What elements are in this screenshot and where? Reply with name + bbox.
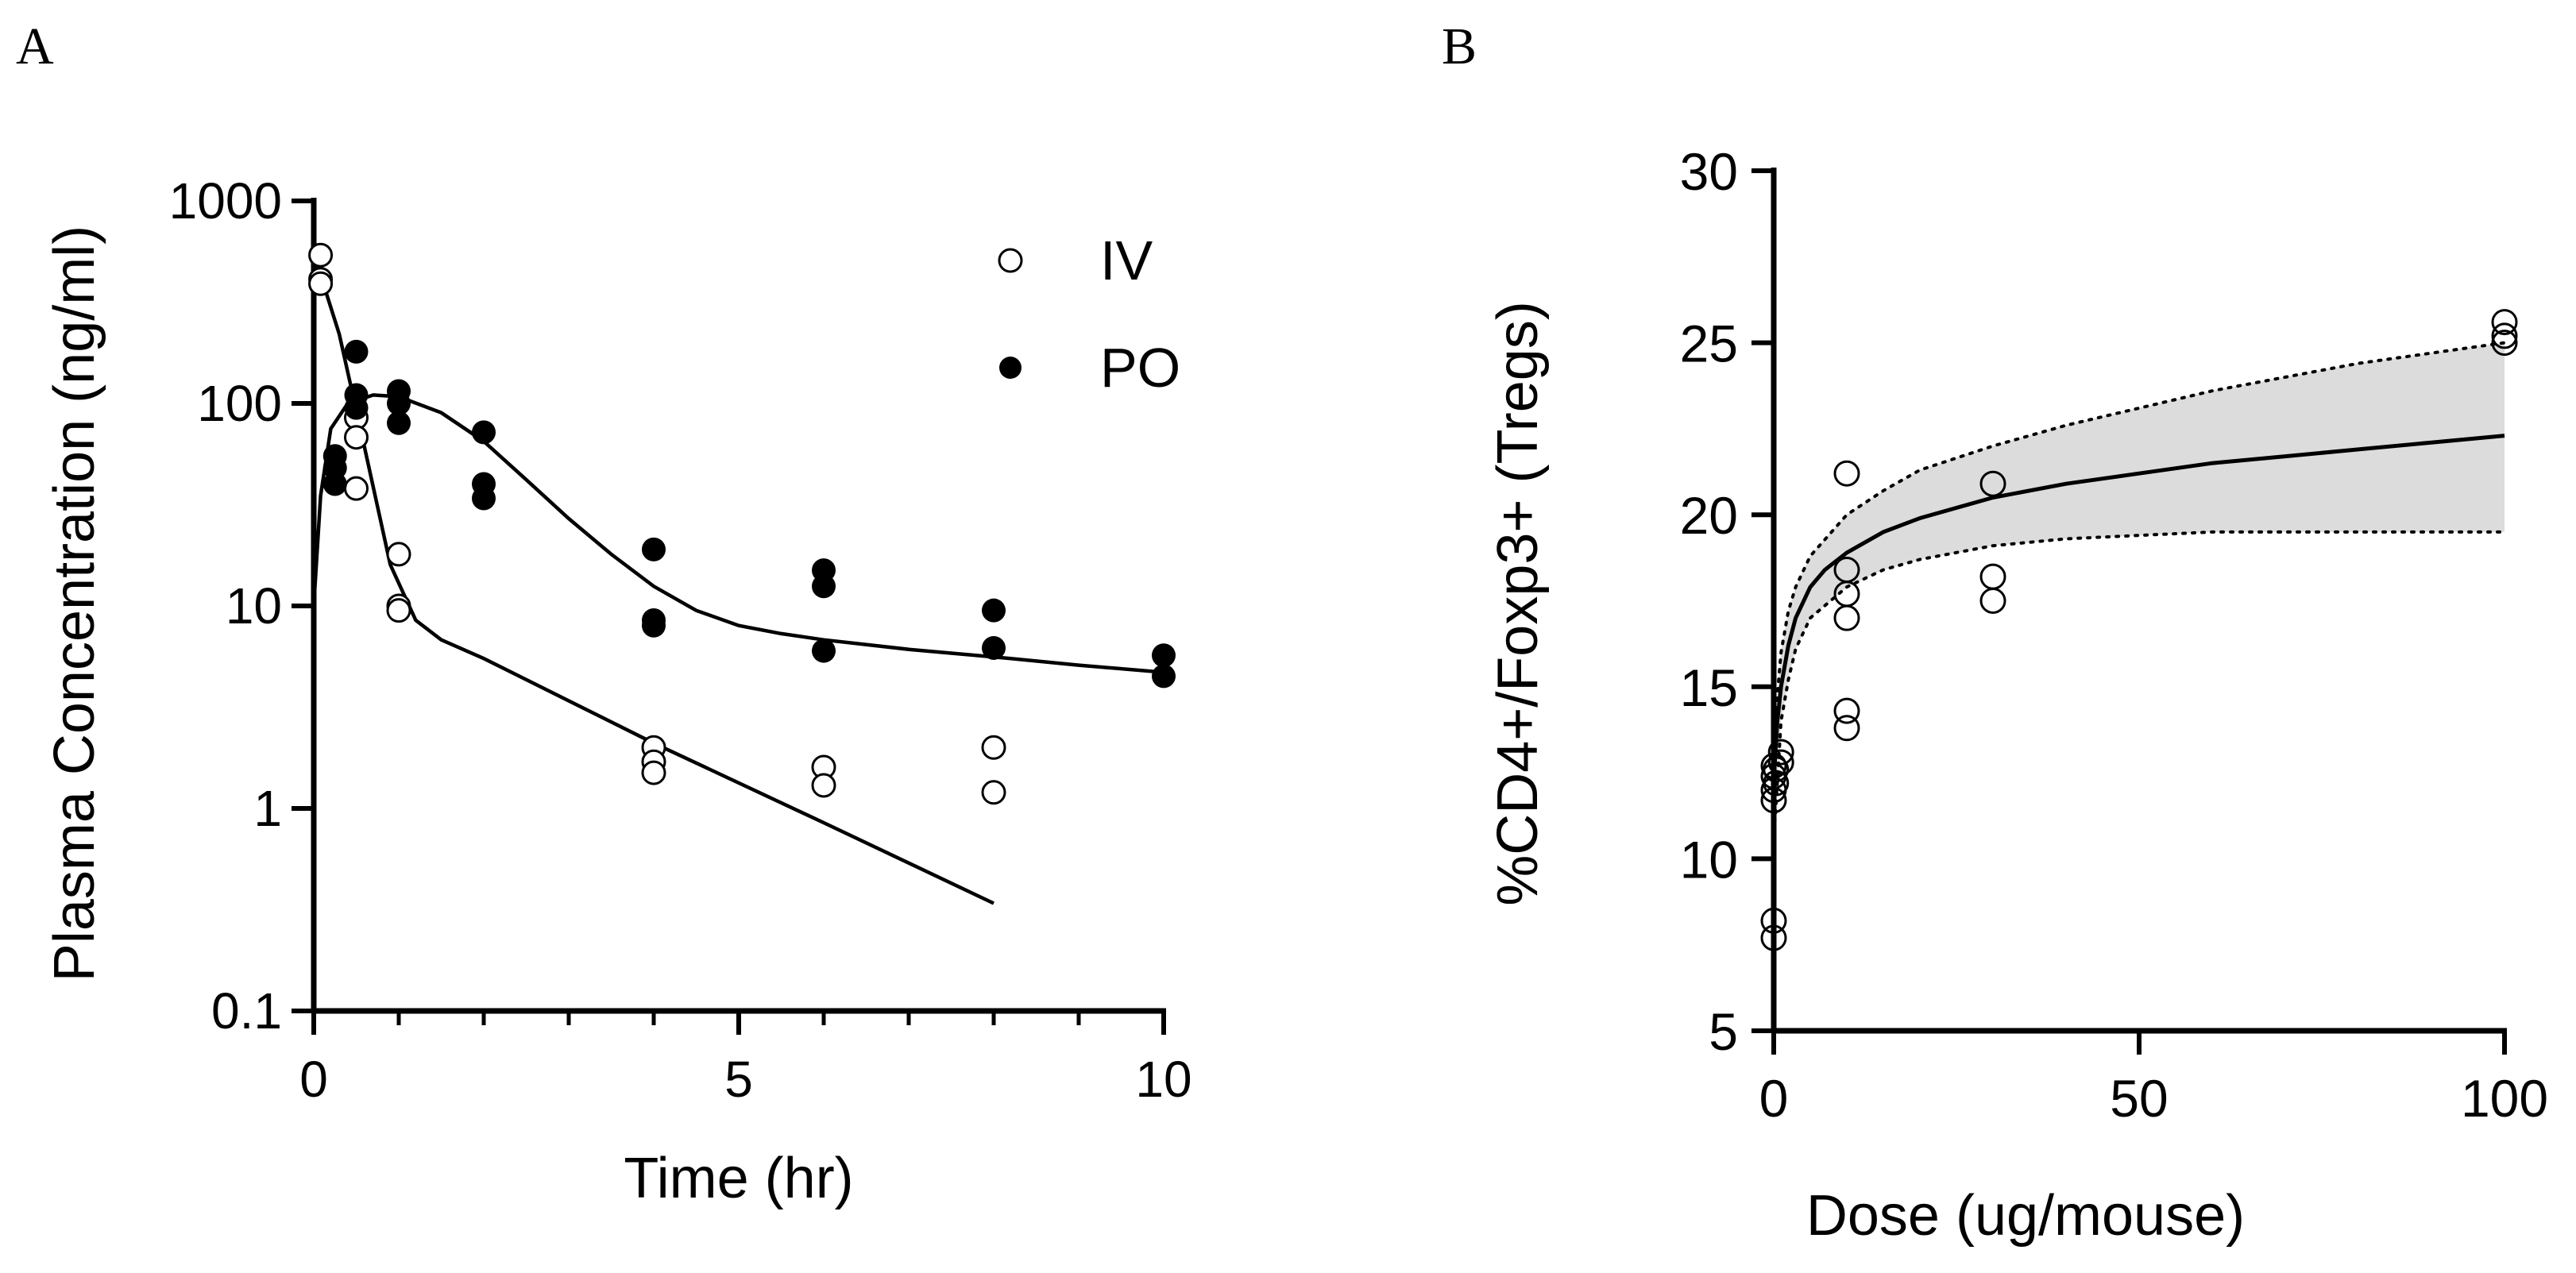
panel-a-point-iv — [344, 425, 369, 450]
panel-a-point-po — [344, 395, 369, 420]
panel-b-confidence-band — [1774, 342, 2505, 842]
panel-a-xlabel: Time (hr) — [624, 1147, 853, 1210]
panel-a-point-iv — [981, 735, 1006, 760]
panel-b-point — [1979, 588, 2006, 614]
panel-b-point — [1760, 924, 1787, 951]
panel-a-legend-marker-iv — [998, 248, 1023, 273]
panel-a-point-po — [387, 392, 411, 415]
panel-a-point-iv — [308, 242, 334, 268]
panel-b-ci-lower-line — [1772, 530, 2506, 843]
panel-a-point-po — [472, 486, 496, 511]
panel-a-fit-line-iv — [311, 253, 994, 905]
panel-a-point-po — [387, 411, 411, 435]
panel-b-point — [1767, 749, 1794, 776]
panel-b-point — [2491, 330, 2518, 357]
panel-a-point-iv — [981, 780, 1006, 805]
panel-a-y-tick-label: 10 — [226, 577, 282, 635]
panel-a-point-po — [812, 638, 836, 663]
panel-b-point — [1979, 470, 2006, 497]
panel-a-point-po — [1152, 664, 1176, 689]
panel-a-x-tick-label: 5 — [724, 1051, 753, 1108]
panel-a-point-po — [1152, 643, 1176, 668]
panel-b-point — [1979, 563, 2006, 590]
panel-a-y-tick-label: 1000 — [169, 172, 282, 230]
panel-a-legend-label-iv: IV — [1100, 230, 1153, 291]
panel-b-y-tick-label: 10 — [1680, 830, 1738, 889]
panel-a-letter: A — [16, 17, 54, 75]
panel-b-letter: B — [1442, 17, 1477, 75]
panel-b-point — [1833, 604, 1860, 631]
panel-a-y-tick-label: 1 — [253, 780, 282, 837]
panel-a-x-tick-label: 10 — [1135, 1051, 1191, 1108]
panel-b-x-tick-label: 50 — [2110, 1069, 2168, 1128]
panel-b-point — [1833, 697, 1860, 724]
panel-a-point-po — [642, 537, 666, 561]
panel-a-point-iv — [344, 476, 369, 501]
panel-b-point — [2491, 309, 2518, 336]
panel-b-fit-line — [1771, 434, 2505, 780]
panel-b-y-tick-label: 5 — [1709, 1002, 1738, 1061]
panel-b-ylabel: %CD4+/Foxp3+ (Tregs) — [1486, 301, 1550, 906]
panel-a-legend-label-po: PO — [1100, 337, 1180, 399]
panel-a-plot: 0.1 1 10 100 1000 0 5 10 IV PO — [169, 172, 1192, 1108]
panel-a-point-iv — [811, 773, 836, 798]
panel-b-y-tick-label: 25 — [1680, 314, 1738, 373]
panel-a-point-po — [982, 598, 1006, 623]
panel-b-point — [1760, 907, 1787, 934]
panel-b-point — [1760, 787, 1787, 814]
panel-a-y-tick-label: 100 — [197, 375, 282, 432]
panel-b-plot: 5 10 15 20 25 30 0 50 100 — [1680, 142, 2548, 1128]
panel-b-point — [1767, 739, 1794, 766]
panel-b-y-tick-label: 20 — [1680, 486, 1738, 545]
panel-a-fit-line-po — [311, 393, 1164, 674]
panel-b-x-tick-label: 0 — [1759, 1069, 1789, 1128]
panel-a-legend-marker-po — [999, 357, 1022, 379]
panel-b-point — [1833, 460, 1860, 487]
panel-b-y-tick-label: 15 — [1680, 658, 1738, 717]
panel-b-point — [1763, 770, 1790, 797]
panel-a-point-po — [472, 420, 496, 445]
panel-a-point-iv — [386, 542, 411, 567]
panel-a-y-tick-label: 0.1 — [211, 982, 282, 1040]
panel-b-point — [1763, 756, 1790, 783]
panel-a-point-iv — [308, 271, 334, 296]
panel-a-point-po — [812, 574, 836, 599]
panel-a-point-po — [322, 472, 347, 496]
panel-a-point-po — [344, 339, 369, 364]
panel-b-ci-upper-line — [1772, 341, 2506, 740]
panel-b-xlabel: Dose (ug/mouse) — [1806, 1184, 2245, 1248]
panel-a-ylabel: Plasma Concentration (ng/ml) — [43, 226, 106, 982]
panel-b-y-tick-label: 30 — [1680, 142, 1738, 201]
panel-b-point — [1833, 715, 1860, 742]
panel-b-x-tick-label: 100 — [2461, 1069, 2548, 1128]
panel-a-point-po — [642, 613, 666, 638]
panel-a-point-iv — [386, 598, 411, 623]
panel-b-point — [2491, 322, 2518, 349]
panel-a-point-iv — [641, 760, 666, 785]
panel-a-point-po — [982, 635, 1006, 660]
panel-a-x-tick-label: 0 — [299, 1051, 328, 1108]
